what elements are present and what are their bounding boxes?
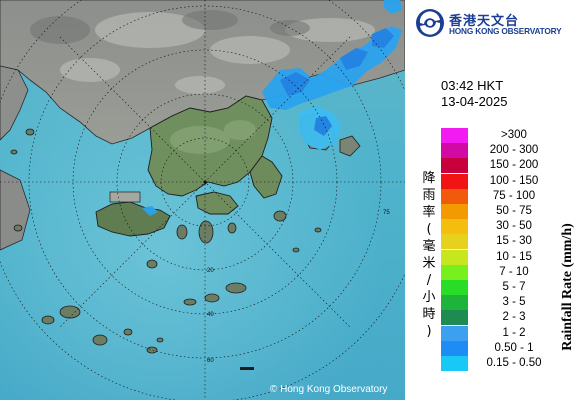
legend-swatch xyxy=(441,264,468,280)
legend-title-chinese-char: / xyxy=(426,273,432,288)
legend-swatch xyxy=(441,128,468,143)
timestamp: 03:42 HKT 13-04-2025 xyxy=(441,78,508,110)
legend-item: 200 - 300 xyxy=(441,143,577,159)
legend-item: 50 - 75 xyxy=(441,204,577,219)
legend-label: 7 - 10 xyxy=(499,265,529,278)
rain-echoes xyxy=(142,0,402,216)
legend-swatch xyxy=(441,158,468,174)
legend-label: 150 - 200 xyxy=(489,159,539,172)
legend-title-chinese: 降雨率 ( 毫米 / 小時) xyxy=(421,170,437,340)
legend-title-chinese-char: ( xyxy=(426,222,432,237)
legend-title-chinese-char: 時 xyxy=(422,307,436,322)
legend-title-chinese-char: 降 xyxy=(422,171,436,186)
legend-label: 0.15 - 0.50 xyxy=(486,357,542,369)
legend-title-chinese-char: 米 xyxy=(422,256,436,271)
legend-label: 15 - 30 xyxy=(496,235,532,248)
legend-item: 10 - 15 xyxy=(441,249,577,265)
radar-map[interactable]: 20 40 60 75 © Hong Kong Observatory xyxy=(0,0,405,400)
legend-label: 50 - 75 xyxy=(496,205,532,217)
legend-swatch xyxy=(441,280,468,295)
legend-swatch xyxy=(441,356,468,371)
legend-label: 2 - 3 xyxy=(502,311,526,324)
observatory-logo[interactable]: 香港天文台 HONG KONG OBSERVATORY xyxy=(415,8,575,38)
logo-english-name: HONG KONG OBSERVATORY xyxy=(449,26,562,36)
legend-item: 150 - 200 xyxy=(441,158,577,174)
legend-title-chinese-char: ) xyxy=(426,324,432,339)
legend-title-chinese-char: 雨 xyxy=(422,188,436,203)
ring-label-20: 20 xyxy=(207,268,214,274)
legend-item: 0.50 - 1 xyxy=(441,340,577,356)
airport xyxy=(109,191,141,203)
legend-swatch xyxy=(441,204,468,219)
legend-item: 30 - 50 xyxy=(441,219,577,235)
legend-item: 100 - 150 xyxy=(441,173,577,189)
radar-center-marker xyxy=(203,180,207,184)
legend-swatch xyxy=(441,143,468,159)
legend-item: >300 xyxy=(441,128,577,143)
legend-label: 3 - 5 xyxy=(502,296,526,309)
legend-item: 7 - 10 xyxy=(441,264,577,280)
legend-label: 10 - 15 xyxy=(496,250,532,263)
legend-swatch xyxy=(441,325,468,341)
timestamp-date: 13-04-2025 xyxy=(441,94,508,109)
western-coast xyxy=(0,65,29,141)
legend-swatch xyxy=(441,173,468,189)
timestamp-time: 03:42 HKT xyxy=(441,78,504,93)
legend-swatch xyxy=(441,188,468,204)
legend-title-english: Rainfall Rate (mm/h) xyxy=(560,192,576,382)
legend-swatch xyxy=(441,234,468,250)
ring-labels: 20 40 60 75 xyxy=(207,210,390,364)
legend-title-chinese-char: 率 xyxy=(422,205,436,220)
legend-swatch xyxy=(441,295,468,311)
ring-label-75: 75 xyxy=(383,210,390,216)
copyright-text: © Hong Kong Observatory xyxy=(270,384,388,395)
legend-label: 200 - 300 xyxy=(489,144,539,157)
legend-swatch xyxy=(441,249,468,265)
legend-swatch xyxy=(441,310,468,326)
terrain-texture xyxy=(60,12,375,94)
legend-label: 30 - 50 xyxy=(496,220,532,233)
legend-item: 3 - 5 xyxy=(441,295,577,311)
legend-item: 15 - 30 xyxy=(441,234,577,250)
legend-swatch xyxy=(441,340,468,356)
legend-swatch xyxy=(441,219,468,235)
legend-title-chinese-char: 毫 xyxy=(422,239,436,254)
legend-label: 75 - 100 xyxy=(492,189,536,202)
ring-label-60: 60 xyxy=(207,358,214,364)
legend-panel: 香港天文台 HONG KONG OBSERVATORY 03:42 HKT 13… xyxy=(405,0,577,400)
legend-item: 75 - 100 xyxy=(441,188,577,204)
legend-label: 5 - 7 xyxy=(502,281,526,293)
legend-item: 0.15 - 0.50 xyxy=(441,356,577,371)
legend-label: 0.50 - 1 xyxy=(494,341,534,354)
observatory-logo-icon xyxy=(416,9,444,37)
legend-item: 5 - 7 xyxy=(441,280,577,295)
radar-map-svg: 20 40 60 75 xyxy=(0,0,405,400)
legend-item: 2 - 3 xyxy=(441,310,577,326)
legend-title-english-text: Rainfall Rate (mm/h) xyxy=(560,223,575,351)
legend-item: 1 - 2 xyxy=(441,325,577,341)
outlying-islands xyxy=(10,128,322,354)
logo-chinese-name: 香港天文台 xyxy=(449,14,520,29)
legend-title-chinese-char: 小 xyxy=(422,290,436,305)
legend-label: 1 - 2 xyxy=(502,326,526,339)
ring-label-40: 40 xyxy=(207,312,214,318)
legend-label: 100 - 150 xyxy=(489,174,539,187)
legend-label: >300 xyxy=(501,129,527,141)
